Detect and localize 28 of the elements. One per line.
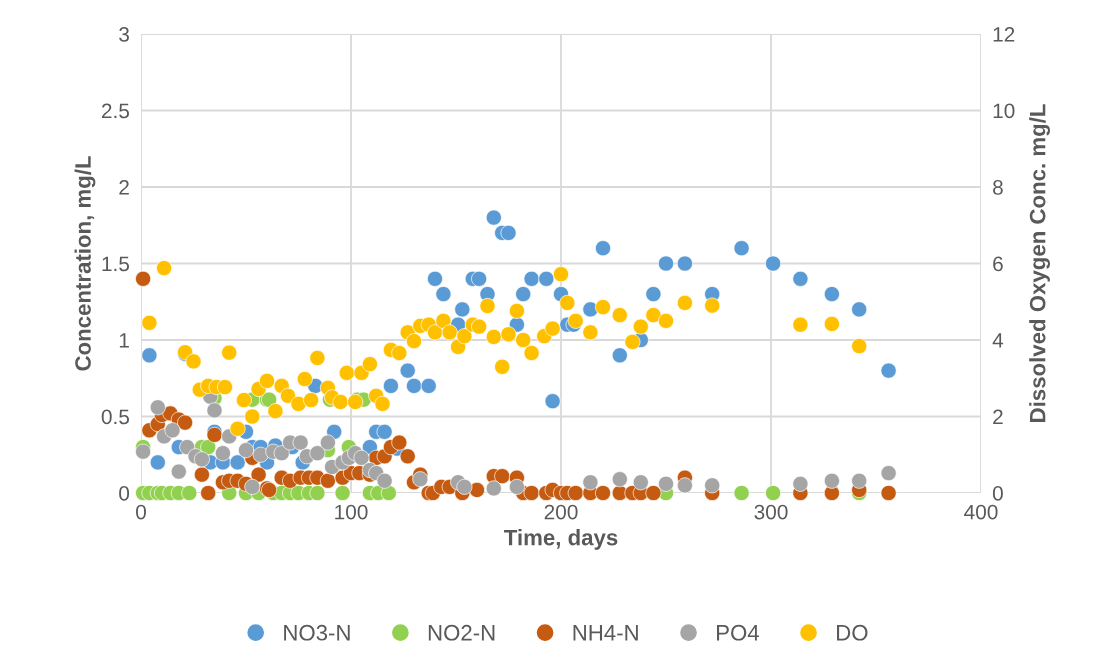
x-tick-label: 400 xyxy=(964,504,998,520)
y-tick-label: 1 xyxy=(119,333,129,348)
y2-tick-label: 2 xyxy=(993,409,1003,425)
legend-label: NO3-N xyxy=(284,624,350,641)
y-tick-label: 2 xyxy=(119,180,129,195)
legend-label: DO xyxy=(837,624,868,641)
y2-axis-title: Dissolved Oxygen Conc. mg/L xyxy=(1029,104,1050,422)
x-axis-title: Time, days xyxy=(504,529,618,550)
y2-tick-label: 8 xyxy=(993,180,1003,195)
legend-label: PO4 xyxy=(717,624,760,641)
y-tick-label: 1.5 xyxy=(102,256,130,272)
x-tick-label: 300 xyxy=(754,504,788,520)
y-tick-label: 0.5 xyxy=(101,409,130,425)
y2-tick-label: 0 xyxy=(992,486,1003,501)
x-tick-label: 100 xyxy=(335,504,368,520)
y2-tick-label: 10 xyxy=(993,103,1015,119)
y-tick-label: 0 xyxy=(119,486,130,501)
y2-tick-label: 4 xyxy=(992,333,1004,348)
y2-tick-label: 12 xyxy=(993,27,1015,42)
y-axis-title: Concentration, mg/L xyxy=(74,156,96,371)
y-tick-label: 3 xyxy=(119,27,129,42)
legend-label: NO2-N xyxy=(428,624,495,641)
point xyxy=(880,362,897,379)
x-tick-label: 200 xyxy=(544,504,578,520)
legend-label: NH4-N xyxy=(573,625,638,641)
y-tick-label: 2.5 xyxy=(101,103,130,119)
x-tick-label: 0 xyxy=(136,504,146,520)
y2-tick-label: 6 xyxy=(993,256,1003,272)
